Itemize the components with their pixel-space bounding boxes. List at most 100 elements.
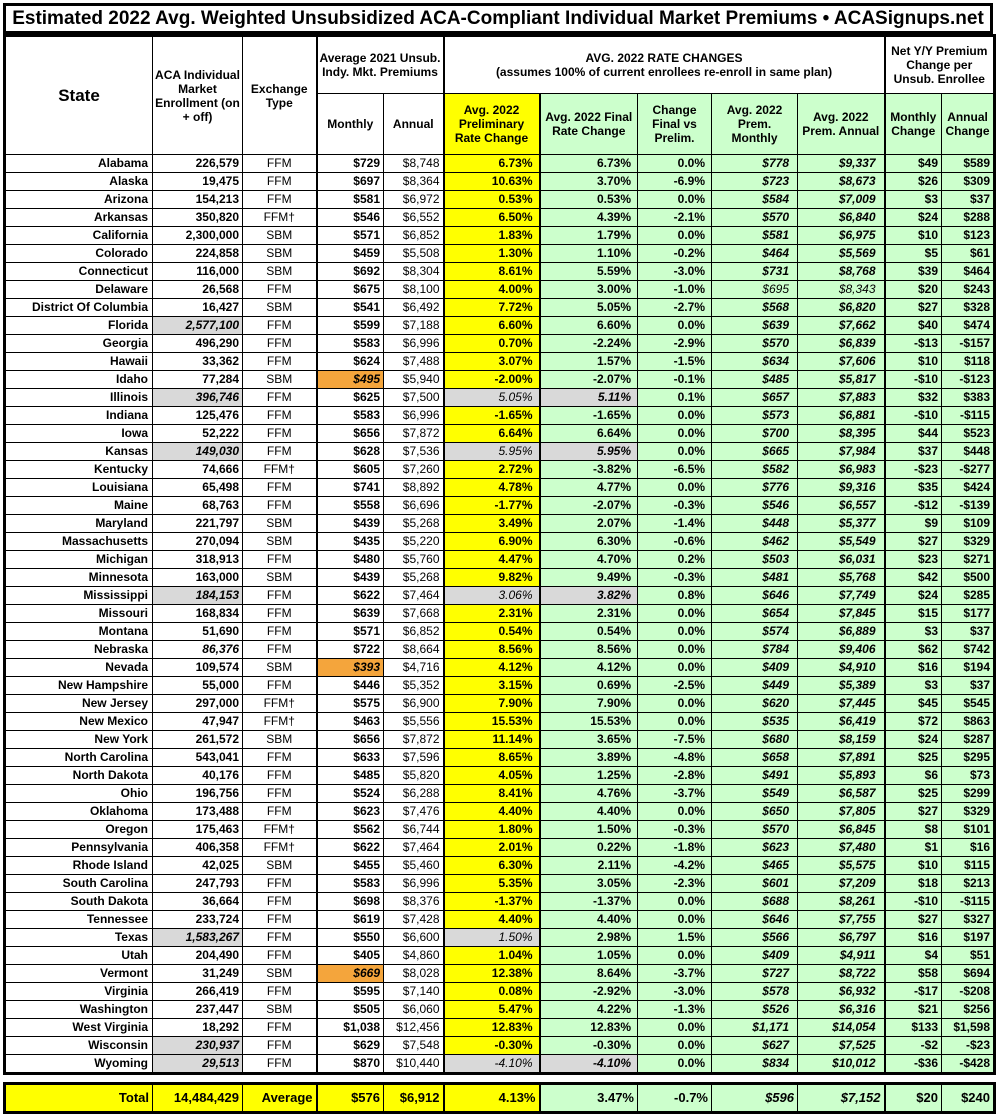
cell-final-rate-change: -2.07%: [539, 496, 638, 515]
cell-avg-2022-prem-annual: $9,406: [796, 640, 886, 659]
col-header-prelim-rate: Avg. 2022 Preliminary Rate Change: [442, 93, 541, 155]
total-prem-monthly: $596: [711, 1083, 798, 1113]
cell-final-rate-change: 5.59%: [539, 262, 638, 281]
cell-annual-change: $256: [941, 1000, 996, 1019]
cell-change-final-vs-prelim: 0.0%: [637, 478, 712, 497]
cell-state: Michigan: [4, 550, 153, 569]
table-row: Maine 68,763 FFM $558 $6,696 -1.77% -2.07% -0.3…: [4, 496, 996, 515]
cell-final-rate-change: 4.12%: [539, 658, 638, 677]
cell-avg-2021-monthly: $583: [315, 874, 384, 893]
total-change-vs-prelim: -0.7%: [637, 1083, 712, 1113]
cell-annual-change: $271: [941, 550, 996, 569]
cell-avg-2022-prem-annual: $8,395: [796, 424, 886, 443]
cell-final-rate-change: 4.70%: [539, 550, 638, 569]
cell-prelim-rate-change: 1.80%: [442, 820, 541, 839]
cell-avg-2021-monthly: $562: [315, 820, 384, 839]
cell-exchange-type: FFM†: [242, 208, 317, 227]
cell-state: Alaska: [4, 172, 153, 191]
cell-avg-2022-prem-annual: $7,009: [796, 190, 886, 209]
cell-exchange-type: FFM: [242, 280, 317, 299]
cell-avg-2021-annual: $5,220: [383, 532, 444, 551]
cell-annual-change: $464: [941, 262, 996, 281]
col-header-monthly-change: Monthly Change: [884, 93, 943, 155]
cell-avg-2022-prem-annual: $6,889: [796, 622, 886, 641]
table-row: North Carolina 543,041 FFM $633 $7,596 8.65% 3…: [4, 748, 996, 767]
cell-exchange-type: FFM: [242, 424, 317, 443]
cell-avg-2021-annual: $5,760: [383, 550, 444, 569]
cell-avg-2022-prem-annual: $5,389: [796, 676, 886, 695]
cell-state: Florida: [4, 316, 153, 335]
col-header-enrollment: ACA Individual Market Enrollment (on + o…: [152, 35, 243, 155]
cell-prelim-rate-change: 7.90%: [442, 694, 541, 713]
cell-change-final-vs-prelim: -0.1%: [637, 370, 712, 389]
table-row: Florida 2,577,100 FFM $599 $7,188 6.60% 6.60% 0…: [4, 316, 996, 335]
cell-prelim-rate-change: 12.38%: [442, 964, 541, 983]
cell-avg-2021-monthly: $698: [315, 892, 384, 911]
cell-exchange-type: FFM: [242, 676, 317, 695]
cell-avg-2022-prem-monthly: $566: [711, 928, 798, 947]
cell-final-rate-change: -0.30%: [539, 1036, 638, 1055]
table-row: Oregon 175,463 FFM† $562 $6,744 1.80% 1.50% -0.…: [4, 820, 996, 839]
cell-avg-2021-annual: $5,556: [383, 712, 444, 731]
cell-change-final-vs-prelim: 0.0%: [637, 622, 712, 641]
cell-avg-2021-annual: $8,100: [383, 280, 444, 299]
cell-monthly-change: $15: [884, 604, 943, 623]
cell-prelim-rate-change: 5.95%: [442, 442, 541, 461]
cell-avg-2021-annual: $12,456: [383, 1018, 444, 1037]
cell-change-final-vs-prelim: -2.9%: [637, 334, 712, 353]
cell-avg-2022-prem-annual: $9,316: [796, 478, 886, 497]
cell-prelim-rate-change: 5.47%: [442, 1000, 541, 1019]
cell-final-rate-change: 15.53%: [539, 712, 638, 731]
cell-enrollment: 42,025: [152, 856, 243, 875]
cell-avg-2021-monthly: $669: [315, 964, 384, 983]
cell-avg-2021-annual: $6,996: [383, 406, 444, 425]
cell-monthly-change: -$10: [884, 406, 943, 425]
cell-avg-2021-annual: $6,852: [383, 622, 444, 641]
cell-change-final-vs-prelim: -6.9%: [637, 172, 712, 191]
cell-avg-2021-annual: $7,548: [383, 1036, 444, 1055]
cell-annual-change: $299: [941, 784, 996, 803]
cell-prelim-rate-change: 3.49%: [442, 514, 541, 533]
cell-avg-2021-annual: $5,460: [383, 856, 444, 875]
table-row: Kentucky 74,666 FFM† $605 $7,260 2.72% -3.82% -…: [4, 460, 996, 479]
cell-enrollment: 175,463: [152, 820, 243, 839]
cell-avg-2021-monthly: $639: [315, 604, 384, 623]
cell-avg-2022-prem-annual: $7,606: [796, 352, 886, 371]
cell-prelim-rate-change: 6.90%: [442, 532, 541, 551]
cell-exchange-type: SBM: [242, 370, 317, 389]
cell-exchange-type: FFM: [242, 172, 317, 191]
cell-avg-2022-prem-monthly: $646: [711, 910, 798, 929]
cell-enrollment: 173,488: [152, 802, 243, 821]
cell-state: South Carolina: [4, 874, 153, 893]
table-row: New Mexico 47,947 FFM† $463 $5,556 15.53% 15.5…: [4, 712, 996, 731]
cell-avg-2021-monthly: $622: [315, 586, 384, 605]
cell-change-final-vs-prelim: -1.5%: [637, 352, 712, 371]
cell-avg-2021-monthly: $656: [315, 730, 384, 749]
cell-enrollment: 184,153: [152, 586, 243, 605]
cell-avg-2022-prem-annual: $6,983: [796, 460, 886, 479]
cell-monthly-change: -$36: [884, 1054, 943, 1074]
cell-avg-2022-prem-annual: $7,883: [796, 388, 886, 407]
cell-avg-2021-monthly: $485: [315, 766, 384, 785]
cell-final-rate-change: 0.22%: [539, 838, 638, 857]
table-row: Louisiana 65,498 FFM $741 $8,892 4.78% 4.77% 0.…: [4, 478, 996, 497]
cell-avg-2021-annual: $7,488: [383, 352, 444, 371]
cell-enrollment: 55,000: [152, 676, 243, 695]
cell-change-final-vs-prelim: 0.0%: [637, 1018, 712, 1037]
table-row: Delaware 26,568 FFM $675 $8,100 4.00% 3.00% -1.…: [4, 280, 996, 299]
cell-monthly-change: $58: [884, 964, 943, 983]
table-row: Montana 51,690 FFM $571 $6,852 0.54% 0.54% 0.0%…: [4, 622, 996, 641]
cell-avg-2022-prem-annual: $10,012: [796, 1054, 886, 1074]
cell-monthly-change: -$23: [884, 460, 943, 479]
cell-avg-2021-monthly: $581: [315, 190, 384, 209]
cell-monthly-change: $32: [884, 388, 943, 407]
cell-exchange-type: FFM: [242, 802, 317, 821]
premiums-table: State ACA Individual Market Enrollment (…: [3, 34, 996, 1075]
table-row: Wyoming 29,513 FFM $870 $10,440 -4.10% -4.10% 0…: [4, 1054, 996, 1074]
cell-avg-2022-prem-annual: $5,893: [796, 766, 886, 785]
cell-prelim-rate-change: 0.54%: [442, 622, 541, 641]
cell-avg-2021-annual: $7,596: [383, 748, 444, 767]
cell-avg-2022-prem-annual: $7,805: [796, 802, 886, 821]
cell-monthly-change: $16: [884, 928, 943, 947]
spacer: [0, 1075, 996, 1082]
